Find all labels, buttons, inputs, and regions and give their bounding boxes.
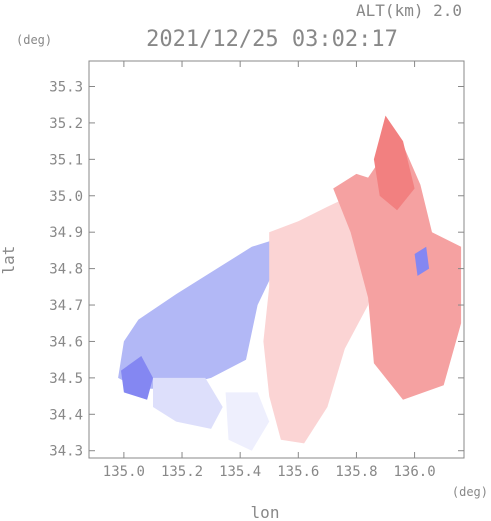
region-centre: [263, 195, 374, 444]
x-unit-label: (deg): [452, 485, 488, 499]
velocity-regions: [118, 115, 462, 451]
y-axis-label: lat: [0, 246, 18, 275]
region-south-west: [153, 377, 223, 429]
y-tick-label: 34.6: [49, 334, 83, 350]
x-axis-label: lon: [251, 503, 280, 521]
region-south-central: [225, 392, 270, 451]
region-west: [118, 239, 275, 389]
timestamp-title: 2021/12/25 03:02:17: [146, 27, 398, 52]
y-tick-label: 35.2: [49, 116, 83, 132]
y-tick-label: 35.1: [49, 152, 83, 168]
altitude-label: ALT(km) 2.0: [356, 1, 462, 20]
y-unit-label: (deg): [16, 33, 52, 47]
y-tick-label: 35.0: [49, 189, 83, 205]
plot-frame: [88, 60, 465, 459]
region-west-strong: [121, 356, 153, 400]
region-north-east: [373, 115, 415, 211]
x-tick-label: 135.0: [103, 464, 145, 480]
y-tick-label: 34.9: [49, 225, 83, 241]
y-tick-label: 35.3: [49, 79, 83, 95]
x-tick-label: 136.0: [394, 464, 436, 480]
x-tick-label: 135.6: [277, 464, 319, 480]
y-tick-label: 34.7: [49, 298, 83, 314]
x-tick-label: 135.4: [219, 464, 261, 480]
region-east: [333, 115, 462, 400]
axis-ticks: 135.0 135.2 135.4 135.6 135.8 136.0 34.3 34.4 34…: [49, 61, 464, 480]
x-tick-label: 135.2: [161, 464, 203, 480]
x-tick-label: 135.8: [335, 464, 377, 480]
y-tick-label: 34.5: [49, 371, 83, 387]
y-tick-label: 34.3: [49, 444, 83, 460]
y-tick-label: 34.8: [49, 262, 83, 278]
y-tick-label: 34.4: [49, 407, 83, 423]
region-east-core: [414, 246, 430, 276]
